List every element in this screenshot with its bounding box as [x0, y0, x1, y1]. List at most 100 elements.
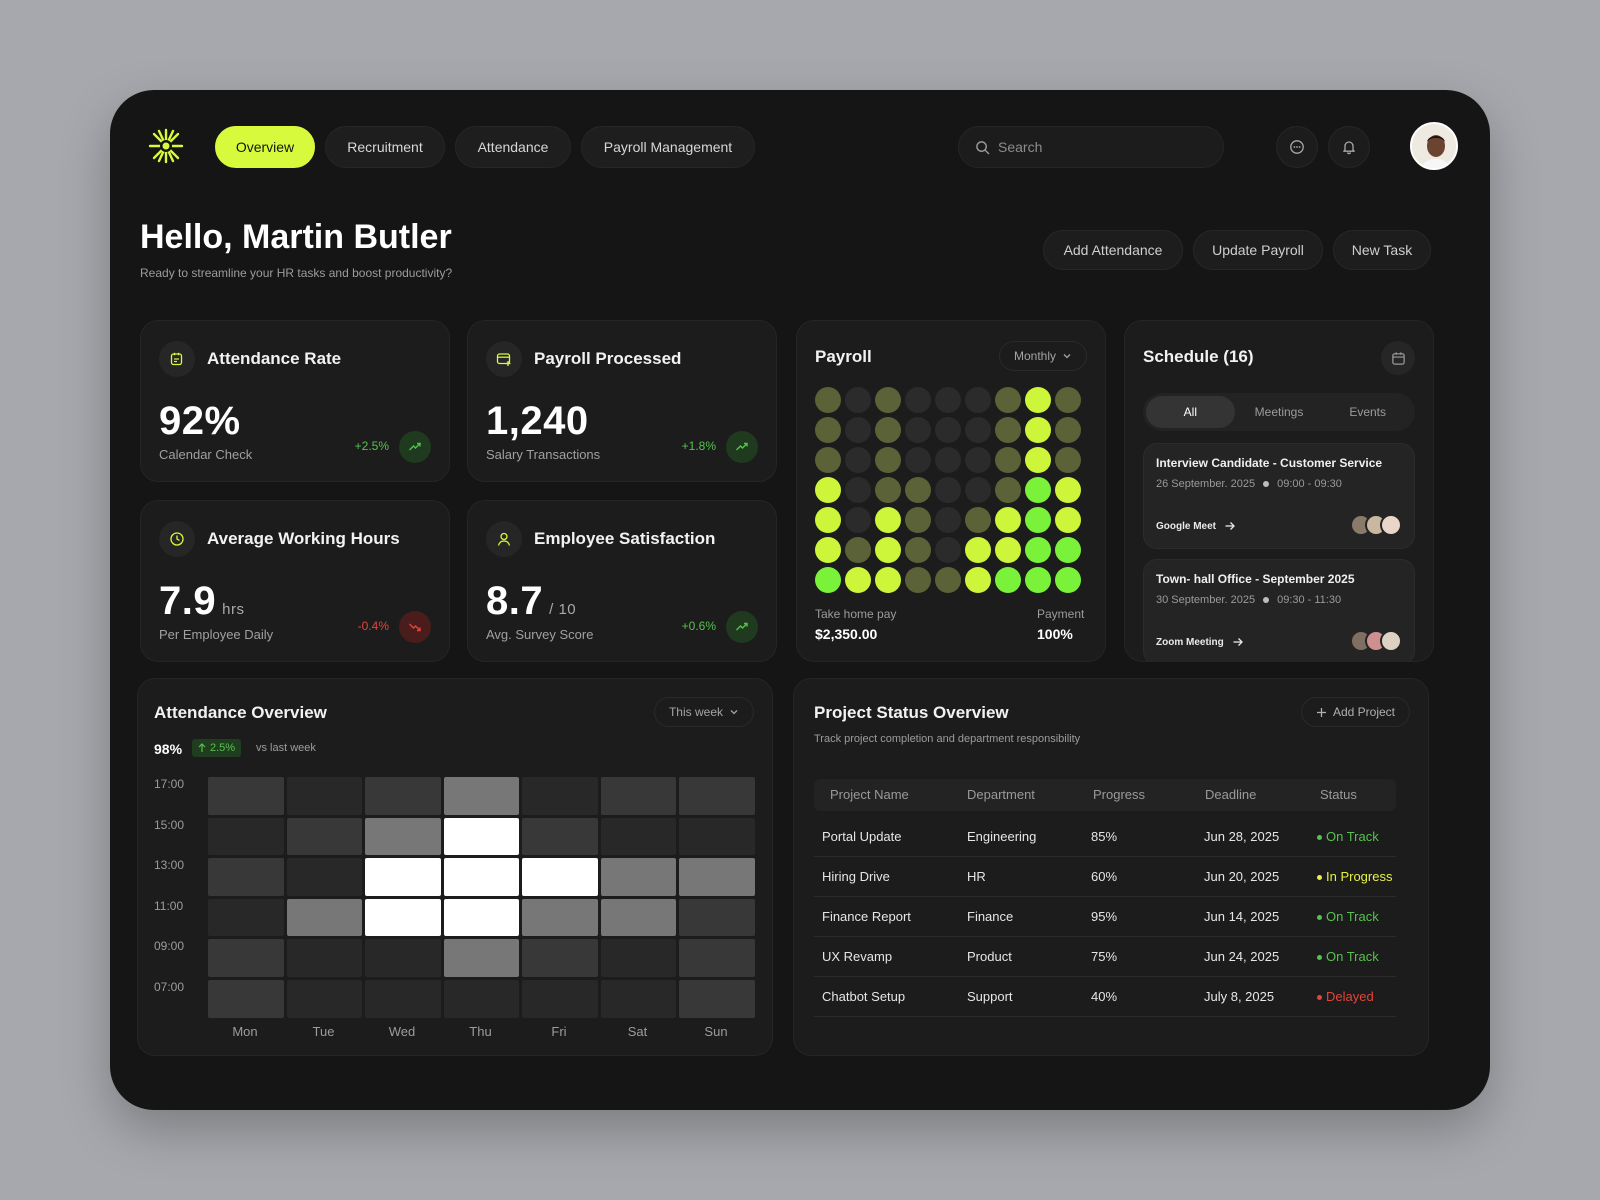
schedule-event[interactable]: Interview Candidate - Customer Service 2… [1143, 443, 1415, 549]
user-avatar[interactable] [1410, 122, 1458, 170]
card-add-icon [486, 341, 522, 377]
heatmap-cell[interactable] [443, 898, 519, 937]
schedule-event[interactable]: Town- hall Office - September 2025 30 Se… [1143, 559, 1415, 661]
tab-payroll-management[interactable]: Payroll Management [581, 126, 755, 168]
heatmap-cell[interactable] [522, 858, 598, 896]
heatmap-cell[interactable] [522, 777, 598, 815]
payment-value: 100% [1037, 626, 1073, 642]
filter-events[interactable]: Events [1349, 405, 1387, 419]
stat-value: 7.9 hrs [159, 579, 245, 623]
heatmap-cell[interactable] [600, 777, 676, 815]
attendance-range-dropdown[interactable]: This week [653, 697, 754, 727]
payroll-dot [905, 537, 931, 563]
column-header-deadline[interactable]: Deadline [1205, 787, 1257, 802]
add-attendance-button[interactable]: Add Attendance [1043, 230, 1183, 270]
heatmap-cell[interactable] [208, 817, 284, 856]
payroll-dot [1025, 507, 1051, 533]
payroll-dot [845, 417, 871, 443]
heatmap-cell[interactable] [286, 980, 362, 1018]
table-row[interactable]: UX Revamp Product 75% Jun 24, 2025 On Track [814, 937, 1396, 977]
column-header-department[interactable]: Department [967, 787, 1035, 802]
heatmap-cell[interactable] [208, 980, 284, 1018]
chat-icon [1290, 140, 1304, 154]
heatmap-cell[interactable] [365, 817, 441, 856]
status-badge: On Track [1317, 949, 1379, 964]
update-payroll-button[interactable]: Update Payroll [1193, 230, 1323, 270]
schedule-title: Schedule (16) [1143, 347, 1254, 366]
heatmap-cell[interactable] [365, 777, 441, 815]
heatmap-cell[interactable] [679, 817, 755, 856]
heatmap-cell[interactable] [286, 817, 362, 856]
heatmap-cell[interactable] [208, 939, 284, 977]
payroll-dot [815, 537, 841, 563]
heatmap-cell[interactable] [443, 817, 519, 856]
column-header-status[interactable]: Status [1320, 787, 1357, 802]
heatmap-cell[interactable] [600, 980, 676, 1018]
heatmap-cell[interactable] [286, 858, 362, 896]
messages-button[interactable] [1276, 126, 1318, 168]
heatmap-cell[interactable] [365, 858, 441, 896]
search-bar[interactable] [958, 126, 1224, 168]
payroll-dot [815, 417, 841, 443]
payroll-period-dropdown[interactable]: Monthly [998, 341, 1087, 371]
calendar-button[interactable] [1381, 341, 1415, 375]
payroll-dot [965, 507, 991, 533]
heatmap-cell[interactable] [679, 858, 755, 896]
table-row[interactable]: Chatbot Setup Support 40% July 8, 2025 Delay… [814, 977, 1396, 1017]
filter-all[interactable]: All [1146, 396, 1235, 428]
new-task-button[interactable]: New Task [1333, 230, 1431, 270]
filter-meetings[interactable]: Meetings [1254, 405, 1304, 419]
heatmap-cell[interactable] [443, 980, 519, 1018]
heatmap-cell[interactable] [600, 817, 676, 856]
payroll-dot [965, 537, 991, 563]
deadline-cell: Jun 20, 2025 [1204, 869, 1280, 884]
tab-overview[interactable]: Overview [215, 126, 315, 168]
heatmap-cell[interactable] [600, 898, 676, 937]
heatmap-cell[interactable] [522, 939, 598, 977]
heatmap-cell[interactable] [600, 858, 676, 896]
table-header [814, 779, 1396, 811]
payroll-dot [965, 477, 991, 503]
heatmap-cell[interactable] [600, 939, 676, 977]
heatmap-cell[interactable] [443, 777, 519, 815]
stat-change: +1.8% [681, 439, 716, 453]
notifications-button[interactable] [1328, 126, 1370, 168]
department-cell: Finance [967, 909, 1014, 924]
heatmap-cell[interactable] [679, 898, 755, 937]
payroll-dot [1025, 567, 1051, 593]
tab-attendance[interactable]: Attendance [455, 126, 571, 168]
column-header-progress[interactable]: Progress [1093, 787, 1146, 802]
heatmap-cell[interactable] [208, 858, 284, 896]
event-link[interactable]: Google Meet [1156, 520, 1236, 532]
heatmap-cell[interactable] [522, 817, 598, 856]
heatmap-cell[interactable] [443, 858, 519, 896]
search-input[interactable] [998, 139, 1198, 155]
heatmap-cell[interactable] [365, 939, 441, 977]
heatmap-cell[interactable] [365, 980, 441, 1018]
heatmap-cell[interactable] [286, 777, 362, 815]
heatmap-cell[interactable] [208, 898, 284, 937]
table-row[interactable]: Finance Report Finance 95% Jun 14, 2025 On T… [814, 897, 1396, 937]
department-cell: Engineering [967, 829, 1037, 844]
event-link[interactable]: Zoom Meeting [1156, 636, 1244, 648]
heatmap-cell[interactable] [365, 898, 441, 937]
heatmap-cell[interactable] [522, 980, 598, 1018]
column-header-project-name[interactable]: Project Name [830, 787, 909, 802]
brand-logo[interactable] [146, 126, 186, 166]
table-row[interactable]: Hiring Drive HR 60% Jun 20, 2025 In Progress [814, 857, 1396, 897]
heatmap-cell[interactable] [679, 777, 755, 815]
heatmap-cell[interactable] [679, 980, 755, 1018]
payroll-dot [845, 477, 871, 503]
payroll-dot [875, 507, 901, 533]
heatmap-cell[interactable] [208, 777, 284, 815]
heatmap-cell[interactable] [443, 939, 519, 977]
heatmap-cell[interactable] [286, 898, 362, 937]
trend-up-icon [399, 431, 431, 463]
tab-recruitment[interactable]: Recruitment [325, 126, 445, 168]
add-project-button[interactable]: Add Project [1300, 697, 1410, 727]
heatmap-cell[interactable] [522, 898, 598, 937]
heatmap-cell[interactable] [286, 939, 362, 977]
table-row[interactable]: Portal Update Engineering 85% Jun 28, 2025 O… [814, 817, 1396, 857]
heatmap-cell[interactable] [679, 939, 755, 977]
payroll-dot [935, 567, 961, 593]
